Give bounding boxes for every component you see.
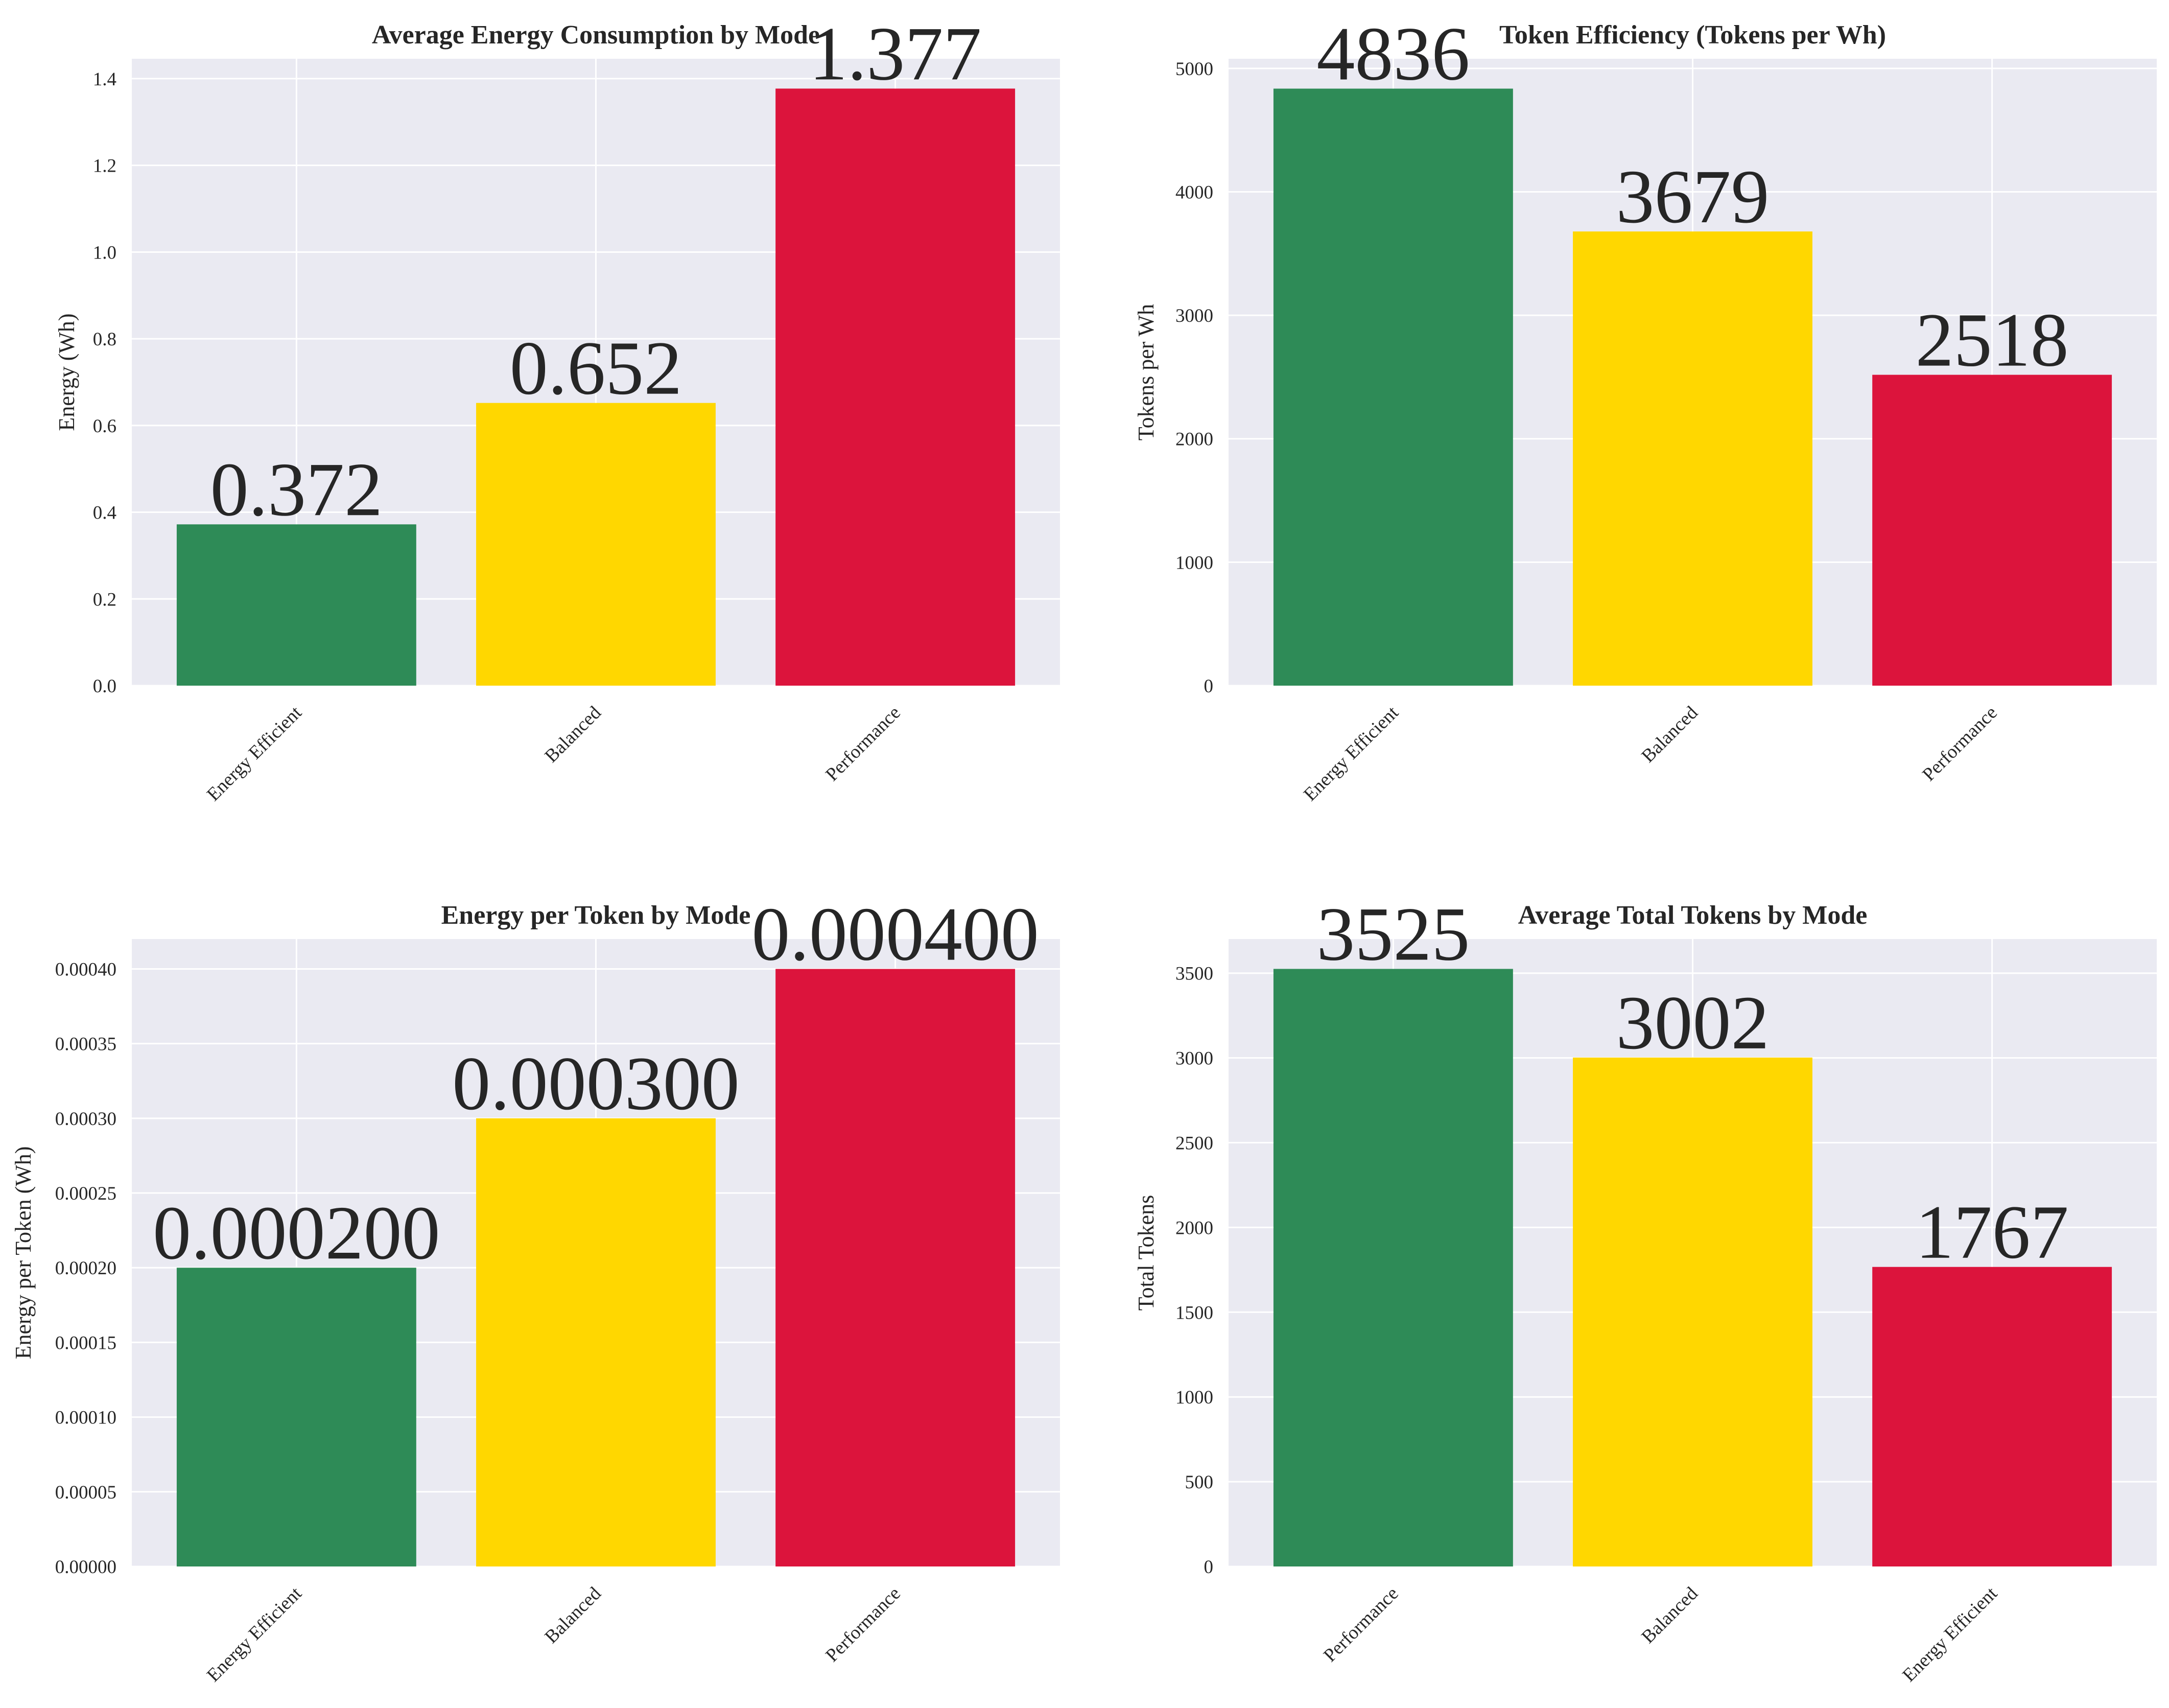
data-label: 2518 [1916,298,2069,383]
chart-title: Energy per Token by Mode [441,901,751,930]
data-label: 0.372 [210,447,383,532]
bar-energy-efficient [176,524,416,686]
y-tick-label: 0.8 [93,329,116,350]
data-label: 4836 [1316,11,1470,96]
y-tick-label: 1500 [1175,1302,1213,1323]
y-tick-label: 0.00015 [55,1332,116,1353]
y-tick-label: 3000 [1175,1048,1213,1069]
bar-balanced [1573,1057,1812,1566]
y-tick-label: 4000 [1175,182,1213,203]
y-tick-label: 0.2 [93,589,116,610]
y-tick-label: 3500 [1175,964,1213,985]
y-tick-label: 3000 [1175,306,1213,326]
y-tick-label: 1000 [1175,552,1213,573]
data-label: 3525 [1316,892,1470,976]
chart-title: Average Energy Consumption by Mode [372,20,820,50]
y-tick-label: 0.00020 [55,1258,116,1279]
bar-energy-efficient [1273,88,1513,686]
y-tick-label: 500 [1185,1472,1214,1493]
data-label: 1.377 [809,11,982,96]
bar-balanced [1573,231,1812,686]
y-tick-label: 2000 [1175,1218,1213,1238]
y-tick-label: 0.00000 [55,1557,116,1578]
y-tick-label: 0 [1204,1557,1214,1578]
y-tick-label: 0.00040 [55,959,116,980]
y-tick-label: 0.00005 [55,1482,116,1503]
y-axis-label: Total Tokens [1134,1195,1159,1311]
y-tick-label: 2000 [1175,429,1213,450]
data-label: 0.000400 [751,892,1039,976]
data-label: 0.652 [510,326,682,411]
bar-energy-efficient [176,1268,416,1566]
y-tick-label: 0.4 [93,503,116,524]
y-tick-label: 1.4 [93,69,116,90]
bar-performance [775,88,1016,686]
y-axis-label: Energy (Wh) [54,313,79,431]
y-tick-label: 1.2 [93,156,116,177]
y-tick-label: 2500 [1175,1133,1213,1154]
bar-performance [1872,375,2112,686]
y-tick-label: 0 [1204,676,1214,697]
y-axis-label: Energy per Token (Wh) [11,1147,36,1360]
bar-performance [775,969,1016,1566]
y-tick-label: 0.6 [93,416,116,437]
chart-title: Average Total Tokens by Mode [1518,901,1868,930]
bar-energy-efficient [1872,1267,2112,1566]
bar-performance [1273,969,1513,1566]
data-label: 3679 [1616,154,1770,239]
y-tick-label: 0.00035 [55,1034,116,1055]
y-tick-label: 0.00010 [55,1408,116,1429]
y-tick-label: 0.00030 [55,1109,116,1130]
data-label: 3002 [1616,980,1770,1065]
data-label: 0.000200 [153,1190,440,1275]
y-tick-label: 5000 [1175,59,1213,80]
y-tick-label: 0.0 [93,676,116,697]
y-axis-label: Tokens per Wh [1134,304,1159,440]
data-label: 0.000300 [452,1041,740,1126]
y-tick-label: 0.00025 [55,1183,116,1204]
y-tick-label: 1000 [1175,1387,1213,1408]
bar-balanced [476,403,716,686]
y-tick-label: 1.0 [93,242,116,263]
chart-title: Token Efficiency (Tokens per Wh) [1499,20,1886,50]
bar-balanced [476,1118,716,1566]
data-label: 1767 [1916,1190,2069,1275]
